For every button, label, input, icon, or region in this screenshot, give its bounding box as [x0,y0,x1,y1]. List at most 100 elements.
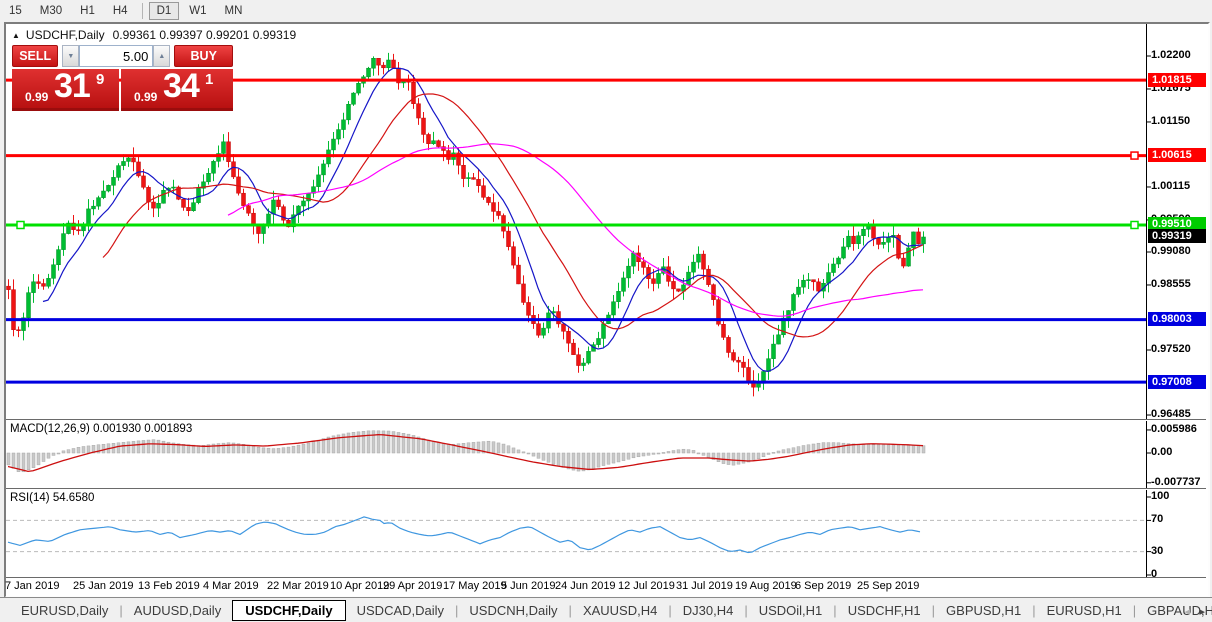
line-price-label: 0.97008 [1148,374,1206,389]
chart-tab-USDCHF-Daily[interactable]: USDCHF,Daily [232,599,346,621]
rsi-label: RSI(14) 54.6580 [10,492,95,504]
chevron-down-icon: ▼ [67,52,75,60]
tab-scroll-right-icon[interactable]: ▸ [1199,606,1205,618]
buy-price-big: 34 [163,67,200,105]
chart-tab-EURUSD-H1[interactable]: EURUSD,H1 [1046,602,1122,618]
date-label: 17 May 2019 [443,580,507,592]
price-tick-label: 0.99080 [1151,244,1191,257]
moving-average-8 [42,67,924,373]
symbol-period-label: USDCHF,Daily [25,28,105,42]
price-tick-label: 0.98555 [1151,277,1191,290]
chart-tab-USDCAD-Daily[interactable]: USDCAD,Daily [356,602,445,618]
collapse-arrow-icon[interactable]: ▲ [12,31,20,40]
buy-price-base: 0.99 [134,90,158,104]
timeframe-button-W1[interactable]: W1 [189,5,207,17]
rsi-scale-label: 100 [1151,490,1170,502]
chart-tab-DJ30-H4[interactable]: DJ30,H4 [682,602,734,618]
chart-tab-AUDUSD-Daily[interactable]: AUDUSD,Daily [133,602,222,618]
chart-tab-XAUUSD-H4[interactable]: XAUUSD,H4 [582,602,658,618]
macd-pane [6,430,926,473]
price-tick-label: 0.97520 [1151,342,1191,355]
date-label: 19 Aug 2019 [735,580,797,592]
rsi-scale-label: 70 [1151,513,1164,526]
line-price-label: 1.00615 [1148,148,1206,163]
macd-label: MACD(12,26,9) 0.001930 0.001893 [10,423,193,435]
sell-price-panel[interactable]: 0.99 31 9 [12,67,119,111]
chart-frame [6,24,1206,578]
sell-price-base: 0.99 [25,90,49,104]
tab-separator: | [668,602,672,618]
price-tick-label: 1.01150 [1151,114,1191,127]
chart-window [4,22,1210,598]
chart-tab-USDCNH-Daily[interactable]: USDCNH,Daily [469,602,558,618]
date-label: 4 Mar 2019 [203,580,259,592]
chart-tab-bar: EURUSD,Daily | AUDUSD,Daily USDCHF,Daily USD… [0,597,1212,622]
macd-scale-label: 0.005986 [1151,422,1197,435]
date-label: 29 Apr 2019 [383,580,443,592]
chart-tab-USDCHF-H1[interactable]: USDCHF,H1 [847,602,921,618]
sell-price-pip: 9 [96,71,105,88]
one-click-trading-widget: SELL ▼ 5.00 ▲ BUY 0.99 31 9 0.99 34 1 [12,45,234,111]
candlestick-series [6,52,926,397]
line-price-label: 1.01815 [1148,72,1206,87]
chart-tab-GBPAUD-H1[interactable]: GBPAUD,H1 [1147,602,1212,618]
line-handle[interactable] [16,220,25,230]
macd-scale-label: -0.007737 [1151,475,1201,488]
date-label: 25 Sep 2019 [857,580,920,592]
tab-separator: | [119,602,123,618]
chart-tab-EURUSD-Daily[interactable]: EURUSD,Daily [21,602,109,618]
timeframe-button-H1[interactable]: H1 [80,5,95,17]
chevron-up-icon: ▲ [158,52,166,60]
chart-tab-GBPUSD-H1[interactable]: GBPUSD,H1 [946,602,1022,618]
tab-separator: | [568,602,572,618]
volume-increase-button[interactable]: ▲ [153,45,171,67]
chart-tab-USDOil-H1[interactable]: USDOil,H1 [758,602,823,618]
line-handle[interactable] [1130,220,1139,230]
date-label: 22 Mar 2019 [267,580,329,592]
tab-separator: | [1132,602,1137,618]
rsi-scale-label: 0 [1151,568,1158,580]
volume-decrease-button[interactable]: ▼ [62,45,80,67]
date-label: 5 Jun 2019 [501,580,556,592]
date-label: 10 Apr 2019 [330,580,390,592]
timeframe-button-M30[interactable]: M30 [39,5,63,17]
rsi-pane [6,516,1146,554]
volume-input[interactable]: 5.00 [79,45,154,67]
current-price-label: 0.99319 [1148,229,1206,244]
buy-button[interactable]: BUY [174,45,234,67]
macd-scale-label: 0.00 [1151,446,1173,458]
tab-separator: | [931,602,936,618]
tab-separator: | [455,602,459,618]
moving-average-45 [227,143,924,317]
tab-separator: | [744,602,748,618]
sell-price-big: 31 [54,67,91,105]
date-label: 12 Jul 2019 [618,580,675,592]
line-price-label: 0.99510 [1148,217,1206,232]
buy-price-panel[interactable]: 0.99 34 1 [121,67,233,111]
timeframe-toolbar: 15 M30 H1 H4 D1 W1 MN [0,0,1212,22]
date-label: 13 Feb 2019 [138,580,200,592]
date-label: 7 Jan 2019 [5,580,60,592]
chart-title: ▲ USDCHF,Daily 0.99361 0.99397 0.99201 0.9… [12,28,296,42]
tab-separator: | [833,602,837,618]
tab-separator: | [1032,602,1036,618]
tab-scroll-left-icon[interactable]: ◂ [1184,606,1190,618]
timeframe-button-D1[interactable]: D1 [148,2,180,20]
price-tick-label: 0.96485 [1151,408,1191,421]
ohlc-values: 0.99361 0.99397 0.99201 0.99319 [112,28,297,42]
buy-price-pip: 1 [205,71,214,88]
sell-button[interactable]: SELL [12,45,59,67]
date-label: 24 Jun 2019 [555,580,616,592]
date-label: 25 Jan 2019 [73,580,134,592]
moving-average-20 [102,93,924,338]
timeframe-button-MN[interactable]: MN [224,5,243,17]
timeframe-button-H4[interactable]: H4 [112,5,128,17]
toolbar-separator [141,3,143,19]
price-tick-label: 1.00115 [1151,179,1191,192]
line-handle[interactable] [1130,151,1139,160]
rsi-scale-label: 30 [1151,544,1164,557]
date-label: 31 Jul 2019 [676,580,733,592]
timeframe-button-15[interactable]: 15 [9,5,22,17]
